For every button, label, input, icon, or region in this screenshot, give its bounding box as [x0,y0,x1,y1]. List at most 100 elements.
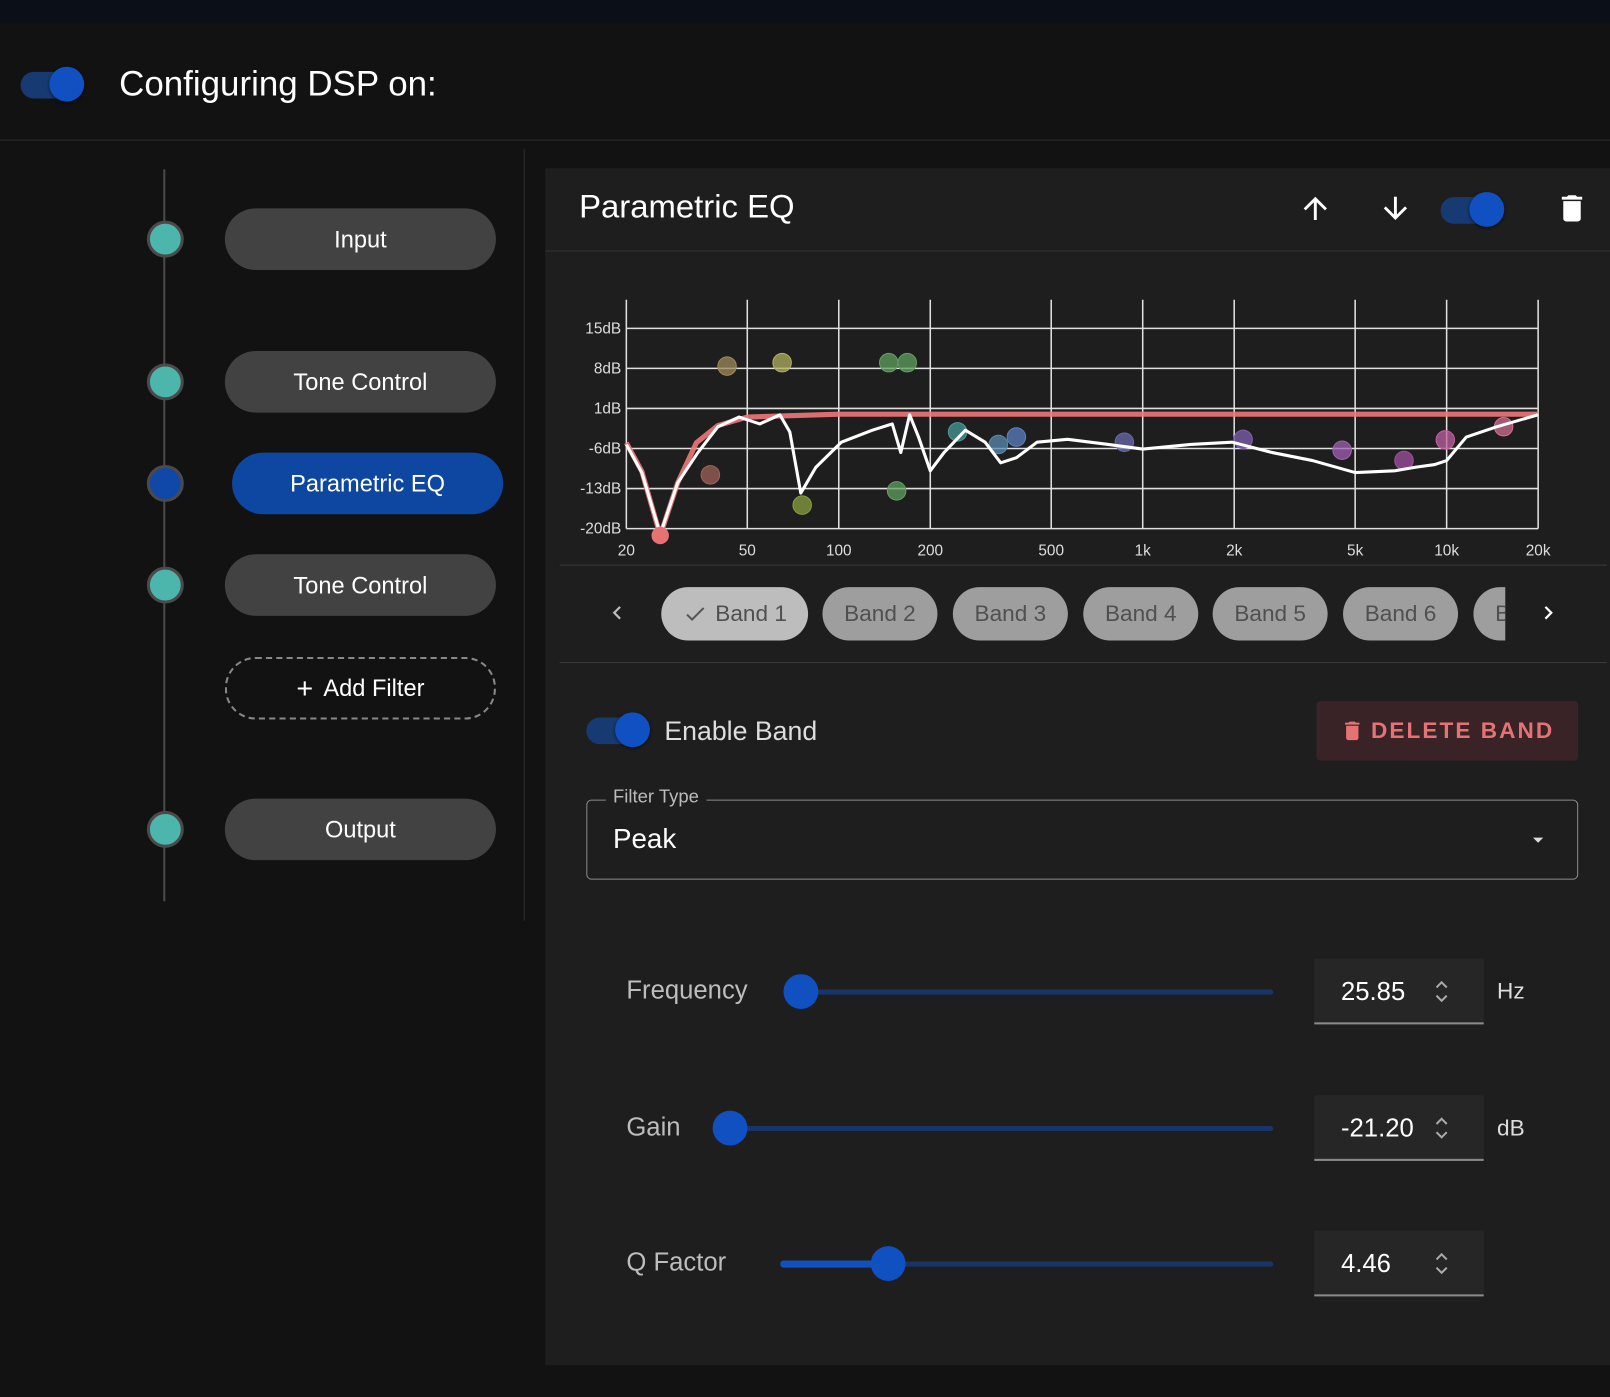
pipeline-node-button[interactable]: Tone Control [224,554,496,616]
band-marker [886,481,907,501]
slider-active [780,1260,889,1268]
pipeline-node-button[interactable]: Output [224,798,496,861]
band-tab-label: Band 3 [974,600,1047,627]
eq-chart: 15dB 8dB 1dB -6dB -13dB -20dB 20 50 100 200 500 1k 2… [580,299,1551,559]
unit-label: Hz [1497,978,1525,1004]
x-tick-label: 10k [1434,542,1459,559]
x-tick-label: 2k [1226,542,1243,559]
filter-type-label: Filter Type [605,786,707,808]
band-marker [717,356,737,376]
x-tick-label: 5k [1347,542,1364,559]
slider-thumb[interactable] [870,1246,906,1282]
band-tabs: Band 1 Band 2 Band 3 Band 4 Band 5 Band 6 Band… [657,581,1506,647]
pipeline-line [163,169,166,902]
band-tab[interactable]: Band 5 [1212,587,1328,641]
band-tab-label: Band 6 [1364,600,1437,627]
x-tick-label: 1k [1135,542,1152,559]
pipeline-node-button[interactable]: Tone Control [224,351,496,413]
delete-filter-button[interactable] [1555,190,1590,227]
pipeline-node-dot [146,363,184,401]
band-tab[interactable]: Band 6 [1343,587,1459,641]
band-marker [772,352,792,373]
y-tick-label: 1dB [594,401,621,418]
x-tick-label: 100 [826,542,852,559]
band-marker [1006,427,1027,447]
band-tab[interactable]: Band 3 [952,587,1068,641]
slider-track[interactable] [730,1126,1274,1132]
band-tab[interactable]: Band 1 [661,587,809,641]
filter-type-select[interactable] [586,799,1579,880]
check-path [685,607,704,622]
y-tick-label: -13dB [580,481,621,498]
number-input[interactable]: 4.46 [1314,1230,1484,1297]
divider [523,148,525,921]
y-tick-label: 15dB [585,320,621,337]
panel-title: Parametric EQ [579,187,795,225]
y-tick-label: -20dB [580,521,621,538]
slider-thumb[interactable] [783,974,819,1010]
band-marker [988,434,1009,455]
slider-thumb[interactable] [712,1110,748,1146]
spinner-icon [1435,1117,1448,1139]
enable-band-label: Enable Band [664,715,818,747]
band-marker [651,526,669,545]
band-response [624,411,1539,539]
slider-track[interactable] [800,989,1274,995]
divider [559,564,1607,566]
spinner-icon [1435,1252,1448,1275]
check-icon [685,607,704,622]
delete-band-label: DELETE BAND [1371,717,1555,744]
band-tab-label: Band 1 [715,600,787,627]
slider-track[interactable] [780,1261,1274,1267]
spinner-path [1435,980,1448,1003]
band-marker [897,352,918,373]
dropdown-arrow [1532,837,1544,843]
param-label: Q Factor [626,1248,727,1277]
move-up-button[interactable] [1298,191,1333,226]
band-tab-label: Band 7 [1495,600,1505,627]
pipeline-node-dot [146,464,184,502]
delete-band-button[interactable]: DELETE BAND [1316,701,1579,761]
number-input[interactable]: -21.20 [1314,1095,1484,1161]
divider [0,139,1610,141]
pipeline-node-button[interactable]: Input [224,208,496,270]
y-tick-label: 8dB [594,361,621,378]
divider [559,662,1607,664]
filter-type-value: Peak [612,823,677,855]
band-marker [792,495,812,515]
move-down-button[interactable] [1378,191,1413,226]
band-tab-label: Band 4 [1104,600,1177,627]
pipeline-node-dot [146,220,184,258]
number-input[interactable]: 25.85 [1314,958,1484,1025]
band-marker [878,352,899,373]
pipeline-node-dot [146,810,184,848]
next-band-button[interactable] [1535,599,1562,626]
filter-toggle[interactable] [1440,189,1509,230]
unit-label: dB [1497,1114,1525,1141]
band-tab[interactable]: Band 2 [822,587,938,641]
dsp-toggle[interactable] [20,64,89,105]
top-bar [0,0,1610,23]
y-tick-label: -6dB [589,441,621,458]
x-tick-label: 500 [1038,542,1064,559]
x-tick-label: 20 [618,542,635,559]
pipeline-node-button[interactable]: Parametric EQ [232,452,504,515]
x-tick-label: 50 [739,542,756,559]
param-label: Frequency [626,976,748,1005]
band-tab[interactable]: Band 7 [1473,587,1506,641]
add-filter-label: Add Filter [323,674,425,702]
add-filter-button[interactable]: + Add Filter [224,656,496,720]
x-tick-label: 20k [1526,542,1551,559]
prev-band-button[interactable] [604,599,631,626]
header-title: Configuring DSP on: [119,64,437,104]
number-value: 4.46 [1340,1249,1391,1278]
param-label: Gain [626,1112,681,1142]
number-value: 25.85 [1340,977,1406,1006]
number-value: -21.20 [1340,1113,1414,1143]
enable-band-toggle[interactable] [586,709,654,750]
band-marker [1332,440,1352,460]
x-tick-label: 200 [917,542,943,559]
band-tab[interactable]: Band 4 [1083,587,1199,641]
trash-icon [1345,721,1360,741]
